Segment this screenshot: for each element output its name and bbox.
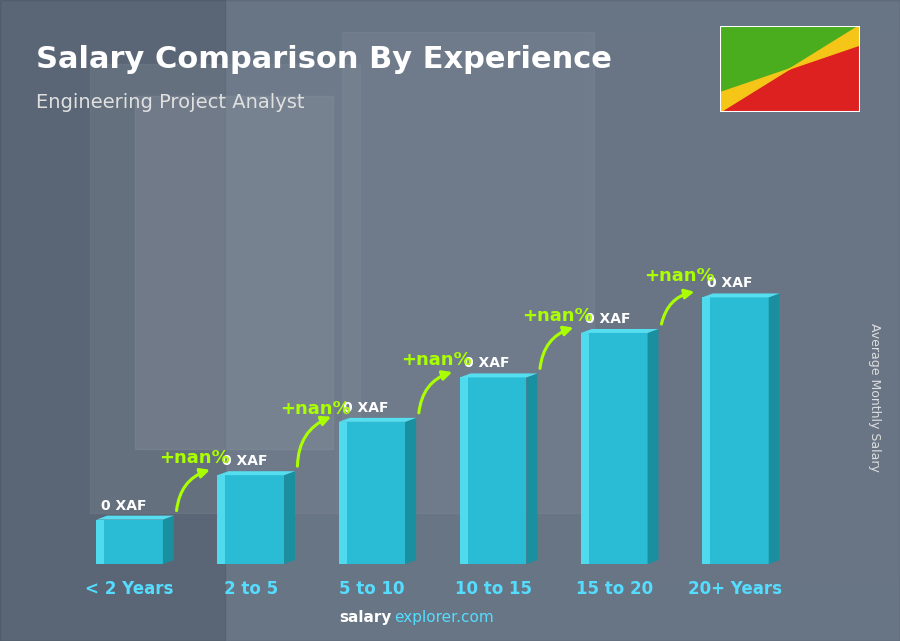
Text: 0 XAF: 0 XAF xyxy=(464,356,509,370)
Bar xyxy=(135,96,333,449)
Bar xyxy=(580,333,648,564)
Text: +nan%: +nan% xyxy=(280,400,351,418)
Text: Average Monthly Salary: Average Monthly Salary xyxy=(868,323,881,472)
Polygon shape xyxy=(526,374,537,564)
Bar xyxy=(460,378,526,564)
Bar xyxy=(96,520,163,564)
Text: 0 XAF: 0 XAF xyxy=(343,401,389,415)
Bar xyxy=(218,475,226,564)
Text: +nan%: +nan% xyxy=(644,267,715,285)
Polygon shape xyxy=(720,26,859,112)
Text: +nan%: +nan% xyxy=(159,449,230,467)
Bar xyxy=(338,422,405,564)
Text: 0 XAF: 0 XAF xyxy=(101,499,147,513)
Polygon shape xyxy=(702,294,779,297)
Text: 0 XAF: 0 XAF xyxy=(222,454,267,468)
Bar xyxy=(218,475,284,564)
Polygon shape xyxy=(284,471,295,564)
Polygon shape xyxy=(96,515,174,520)
Text: 0 XAF: 0 XAF xyxy=(706,276,752,290)
Bar xyxy=(702,297,710,564)
Polygon shape xyxy=(338,418,416,422)
Bar xyxy=(96,520,104,564)
Text: explorer.com: explorer.com xyxy=(394,610,494,625)
Polygon shape xyxy=(460,374,537,378)
Bar xyxy=(702,297,769,564)
Text: Engineering Project Analyst: Engineering Project Analyst xyxy=(36,93,304,112)
Bar xyxy=(460,378,468,564)
Text: salary: salary xyxy=(339,610,392,625)
Polygon shape xyxy=(163,515,174,564)
Bar xyxy=(585,32,900,577)
Text: Salary Comparison By Experience: Salary Comparison By Experience xyxy=(36,45,612,74)
Polygon shape xyxy=(405,418,416,564)
Polygon shape xyxy=(769,294,779,564)
Bar xyxy=(342,32,594,513)
Polygon shape xyxy=(720,26,859,112)
Text: +nan%: +nan% xyxy=(401,351,473,369)
Polygon shape xyxy=(720,26,859,112)
Text: 0 XAF: 0 XAF xyxy=(585,312,631,326)
Bar xyxy=(90,64,360,513)
Bar xyxy=(580,333,589,564)
Polygon shape xyxy=(218,471,295,475)
Polygon shape xyxy=(580,329,659,333)
Bar xyxy=(0,0,225,641)
Text: +nan%: +nan% xyxy=(523,306,593,324)
Bar xyxy=(338,422,346,564)
Polygon shape xyxy=(648,329,659,564)
